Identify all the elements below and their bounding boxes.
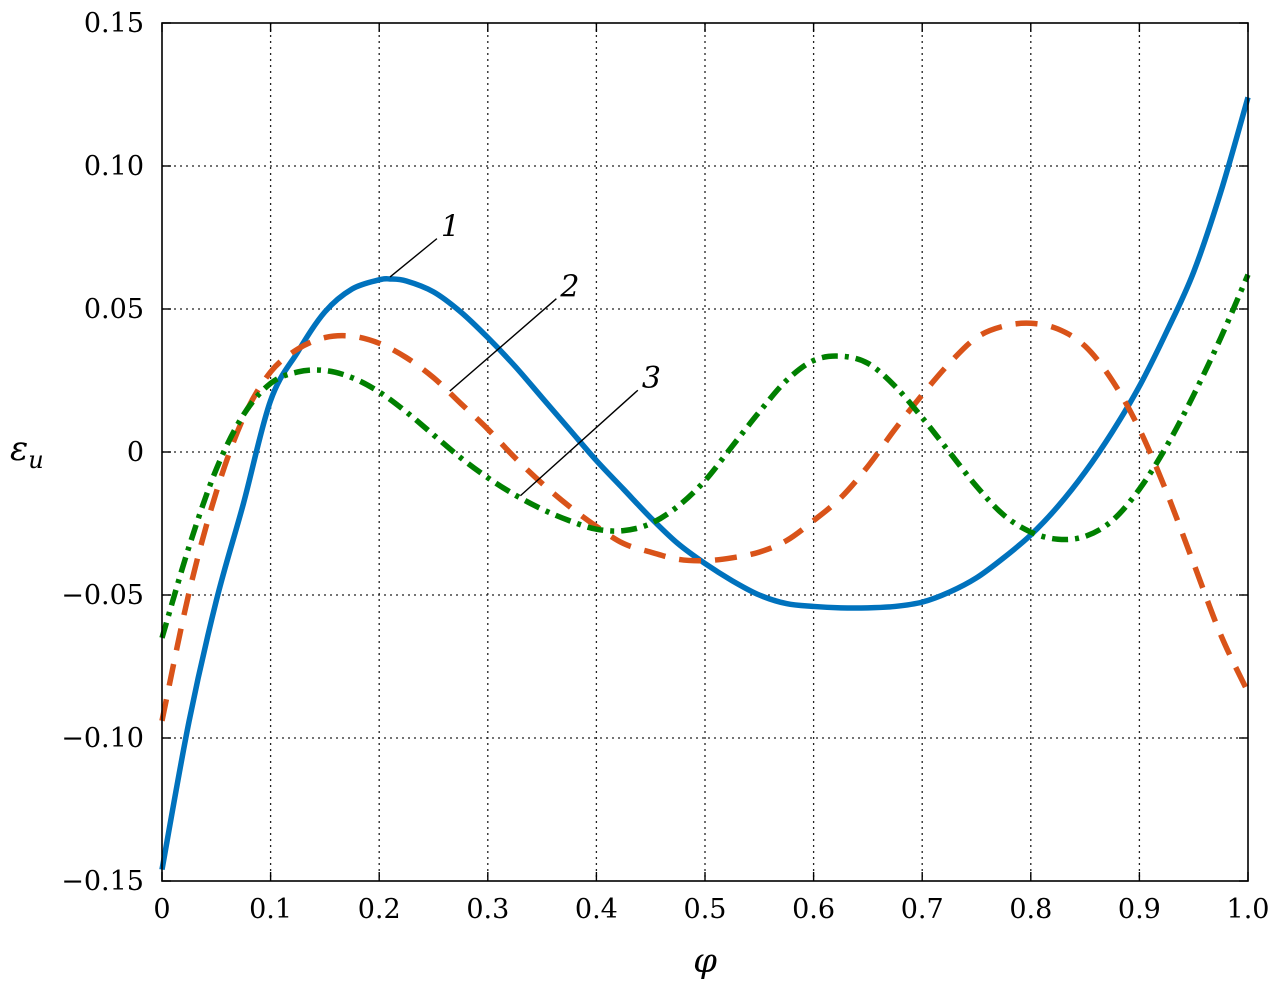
series-1-line bbox=[159, 96, 1251, 871]
y-axis-label-main: ε bbox=[10, 429, 28, 469]
x-tick-label: 1.0 bbox=[1227, 894, 1270, 925]
x-tick-label: 0.1 bbox=[249, 894, 292, 925]
x-tick-label: 0.2 bbox=[358, 894, 401, 925]
x-tick-label: 0 bbox=[153, 894, 170, 925]
series-3-line bbox=[159, 273, 1251, 639]
annotation-leader-1 bbox=[389, 238, 438, 278]
x-axis-label: φ bbox=[693, 941, 717, 981]
y-axis-label-subscript: u bbox=[28, 446, 43, 474]
annotation-leader-2 bbox=[449, 298, 557, 392]
x-tick-label: 0.4 bbox=[575, 894, 618, 925]
x-tick-label: 0.9 bbox=[1118, 894, 1161, 925]
y-axis-ticks: −0.15 −0.10 −0.05 0 0.05 0.10 0.15 bbox=[61, 8, 1248, 897]
y-tick-label: 0 bbox=[127, 437, 144, 468]
curve-annotations: 1 2 3 bbox=[389, 210, 661, 497]
y-tick-label: −0.10 bbox=[61, 723, 144, 754]
annotation-label-1: 1 bbox=[441, 210, 460, 245]
y-tick-label: −0.05 bbox=[61, 580, 144, 611]
x-tick-label: 0.8 bbox=[1009, 894, 1052, 925]
annotation-label-2: 2 bbox=[559, 270, 579, 305]
x-tick-label: 0.3 bbox=[466, 894, 509, 925]
x-tick-label: 0.6 bbox=[792, 894, 835, 925]
annotation-label-3: 3 bbox=[642, 361, 661, 396]
y-axis-label: εu bbox=[10, 429, 44, 474]
grid-lines bbox=[162, 23, 1248, 881]
y-tick-label: −0.15 bbox=[61, 866, 144, 897]
annotation-leader-3 bbox=[519, 389, 639, 497]
x-tick-label: 0.5 bbox=[684, 894, 727, 925]
y-tick-label: 0.05 bbox=[84, 294, 144, 325]
y-tick-label: 0.15 bbox=[84, 8, 144, 39]
y-tick-label: 0.10 bbox=[84, 151, 144, 182]
x-axis-ticks: 0 0.1 0.2 0.3 0.4 0.5 0.6 0.7 0.8 0.9 1.0 bbox=[153, 23, 1269, 925]
series-lines bbox=[159, 96, 1251, 871]
series-2-line bbox=[159, 320, 1251, 722]
x-tick-label: 0.7 bbox=[901, 894, 944, 925]
